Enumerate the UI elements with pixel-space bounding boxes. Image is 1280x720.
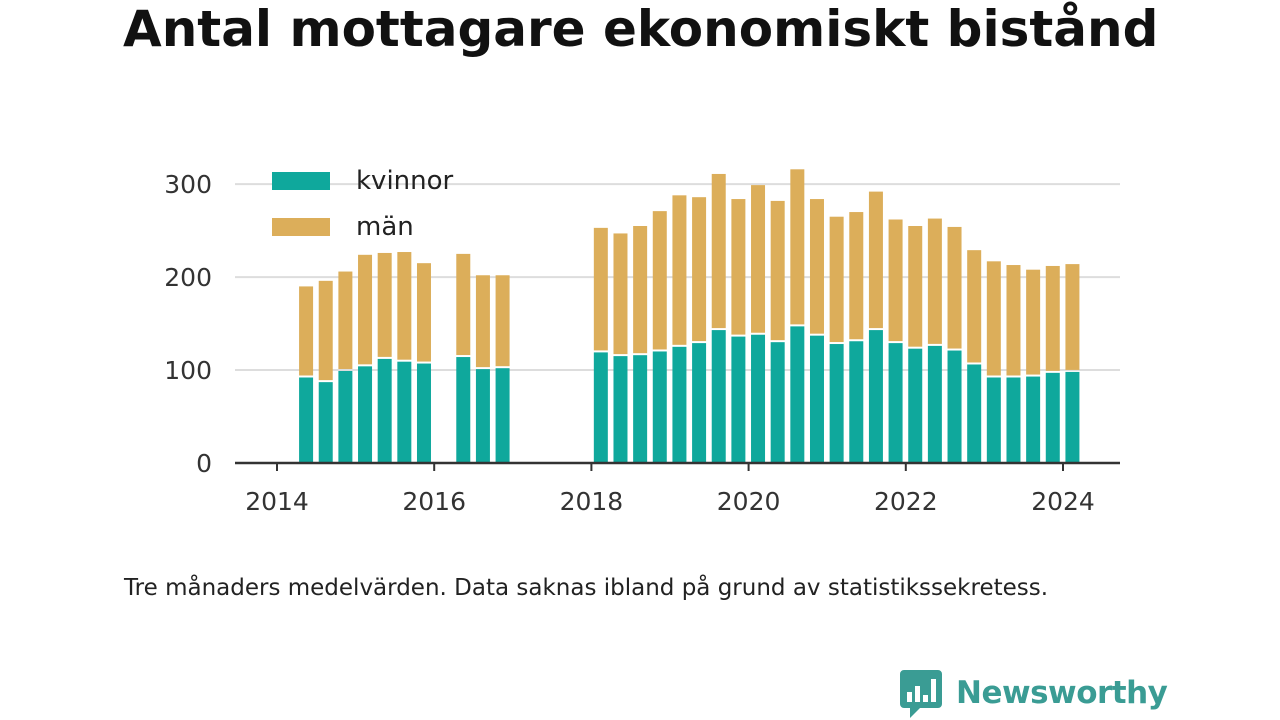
bar-man: [829, 216, 844, 343]
y-tick-label: 200: [164, 263, 212, 292]
bar-kvinnor: [377, 358, 392, 463]
bar-kvinnor: [416, 363, 431, 463]
bar-man: [908, 226, 923, 347]
bar-kvinnor: [731, 336, 746, 463]
bar-kvinnor: [652, 351, 667, 463]
brand-logo: Newsworthy: [900, 668, 1168, 718]
bar-kvinnor: [927, 345, 942, 463]
bar-man: [947, 226, 962, 349]
bar-kvinnor: [299, 377, 314, 463]
bar-man: [731, 199, 746, 335]
bar-man: [927, 218, 942, 344]
bar-man: [358, 254, 373, 365]
bar-man: [967, 250, 982, 363]
bar-man: [1026, 269, 1041, 375]
bar-kvinnor: [849, 341, 864, 463]
y-tick-label: 100: [164, 356, 212, 385]
bar-man: [318, 280, 333, 381]
bar-kvinnor: [829, 344, 844, 463]
x-tick-label: 2018: [560, 487, 624, 516]
bar-kvinnor: [1045, 372, 1060, 463]
bar-kvinnor: [711, 330, 726, 463]
bar-kvinnor: [868, 330, 883, 463]
bar-man: [692, 197, 707, 342]
bar-kvinnor: [593, 352, 608, 463]
bar-man: [1006, 265, 1021, 376]
legend: kvinnor män: [272, 166, 454, 242]
bar-kvinnor: [967, 364, 982, 463]
bar-kvinnor: [809, 335, 824, 463]
bar-man: [849, 212, 864, 340]
bar-man: [751, 185, 766, 333]
bar-man: [770, 200, 785, 341]
bar-man: [338, 271, 353, 369]
bar-man: [495, 275, 510, 367]
x-tick-label: 2020: [717, 487, 781, 516]
bar-kvinnor: [358, 366, 373, 463]
stacked-bar-chart: 0 100 200 300 2014 2016 2018 2020 2022 2024 kvinn…: [164, 166, 1120, 516]
newsworthy-logo-icon: [900, 670, 942, 718]
legend-label: män: [356, 212, 414, 242]
bar-man: [613, 233, 628, 355]
bar-kvinnor: [751, 334, 766, 463]
bar-kvinnor: [475, 369, 490, 463]
bar-kvinnor: [1026, 376, 1041, 463]
legend-swatch: [272, 172, 330, 190]
x-tick-label: 2022: [874, 487, 938, 516]
bar-kvinnor: [770, 342, 785, 463]
bar-kvinnor: [1065, 371, 1080, 463]
bar-man: [299, 286, 314, 376]
bar-kvinnor: [318, 382, 333, 463]
y-tick-label: 0: [196, 449, 212, 478]
bar-kvinnor: [456, 357, 471, 463]
bar-man: [377, 252, 392, 357]
bar-man: [652, 211, 667, 350]
bar-kvinnor: [790, 326, 805, 463]
bar-man: [888, 219, 903, 342]
bar-kvinnor: [338, 370, 353, 463]
bar-kvinnor: [947, 350, 962, 463]
bar-man: [672, 195, 687, 345]
bar-kvinnor: [397, 361, 412, 463]
bar-kvinnor: [908, 348, 923, 463]
bar-kvinnor: [986, 377, 1001, 463]
bar-kvinnor: [495, 368, 510, 463]
axes: 0 100 200 300 2014 2016 2018 2020 2022 2024: [164, 170, 1120, 516]
bar-man: [456, 253, 471, 356]
bar-man: [475, 275, 490, 368]
bar-man: [868, 191, 883, 329]
bar-man: [711, 173, 726, 329]
bars: [299, 169, 1080, 463]
brand-name: Newsworthy: [956, 675, 1168, 711]
bar-kvinnor: [888, 343, 903, 463]
bar-man: [1065, 264, 1080, 370]
bar-man: [986, 261, 1001, 376]
bar-man: [790, 169, 805, 325]
bar-man: [1045, 265, 1060, 371]
bar-kvinnor: [633, 355, 648, 463]
x-tick-label: 2024: [1031, 487, 1095, 516]
chart-caption: Tre månaders medelvärden. Data saknas ib…: [124, 575, 1049, 601]
legend-label: kvinnor: [356, 166, 454, 196]
x-tick-label: 2016: [402, 487, 466, 516]
x-tick-label: 2014: [245, 487, 309, 516]
bar-kvinnor: [692, 343, 707, 463]
bar-man: [593, 227, 608, 351]
bar-man: [809, 199, 824, 334]
bar-man: [633, 226, 648, 354]
bar-man: [397, 252, 412, 360]
bar-man: [416, 263, 431, 362]
y-tick-label: 300: [164, 170, 212, 199]
legend-swatch: [272, 218, 330, 236]
bar-kvinnor: [613, 356, 628, 463]
bar-kvinnor: [672, 346, 687, 463]
chart-title: Antal mottagare ekonomiskt bistånd: [123, 0, 1159, 58]
bar-kvinnor: [1006, 377, 1021, 463]
